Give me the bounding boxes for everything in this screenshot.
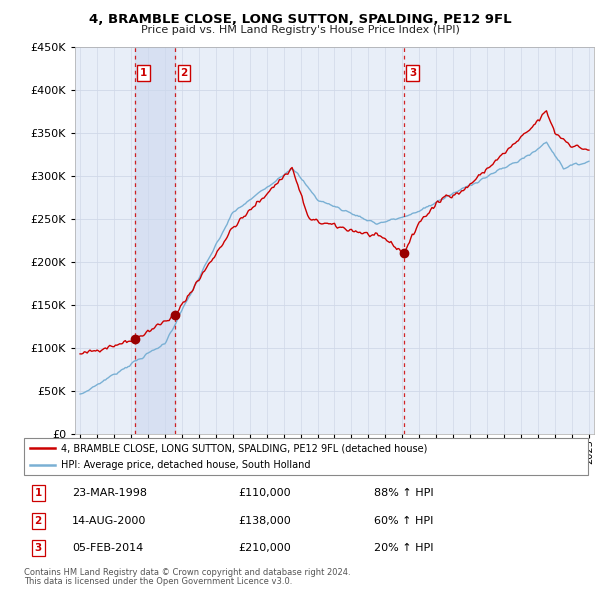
Text: 3: 3 bbox=[409, 68, 416, 78]
Text: 3: 3 bbox=[34, 543, 42, 553]
Text: 4, BRAMBLE CLOSE, LONG SUTTON, SPALDING, PE12 9FL (detached house): 4, BRAMBLE CLOSE, LONG SUTTON, SPALDING,… bbox=[61, 443, 427, 453]
Text: 4, BRAMBLE CLOSE, LONG SUTTON, SPALDING, PE12 9FL: 4, BRAMBLE CLOSE, LONG SUTTON, SPALDING,… bbox=[89, 13, 511, 26]
Text: £138,000: £138,000 bbox=[238, 516, 291, 526]
Text: 2: 2 bbox=[34, 516, 42, 526]
Text: £210,000: £210,000 bbox=[238, 543, 291, 553]
Text: Price paid vs. HM Land Registry's House Price Index (HPI): Price paid vs. HM Land Registry's House … bbox=[140, 25, 460, 35]
Text: 88% ↑ HPI: 88% ↑ HPI bbox=[374, 489, 433, 499]
Text: 60% ↑ HPI: 60% ↑ HPI bbox=[374, 516, 433, 526]
Text: 1: 1 bbox=[34, 489, 42, 499]
Bar bbox=[135, 47, 175, 434]
FancyBboxPatch shape bbox=[24, 438, 588, 475]
Text: Contains HM Land Registry data © Crown copyright and database right 2024.: Contains HM Land Registry data © Crown c… bbox=[24, 568, 350, 576]
Text: 14-AUG-2000: 14-AUG-2000 bbox=[72, 516, 146, 526]
Text: £110,000: £110,000 bbox=[238, 489, 291, 499]
Text: This data is licensed under the Open Government Licence v3.0.: This data is licensed under the Open Gov… bbox=[24, 577, 292, 586]
Text: 05-FEB-2014: 05-FEB-2014 bbox=[72, 543, 143, 553]
Text: 1: 1 bbox=[140, 68, 147, 78]
Text: 23-MAR-1998: 23-MAR-1998 bbox=[72, 489, 147, 499]
Text: HPI: Average price, detached house, South Holland: HPI: Average price, detached house, Sout… bbox=[61, 460, 310, 470]
Text: 2: 2 bbox=[181, 68, 188, 78]
Text: 20% ↑ HPI: 20% ↑ HPI bbox=[374, 543, 433, 553]
